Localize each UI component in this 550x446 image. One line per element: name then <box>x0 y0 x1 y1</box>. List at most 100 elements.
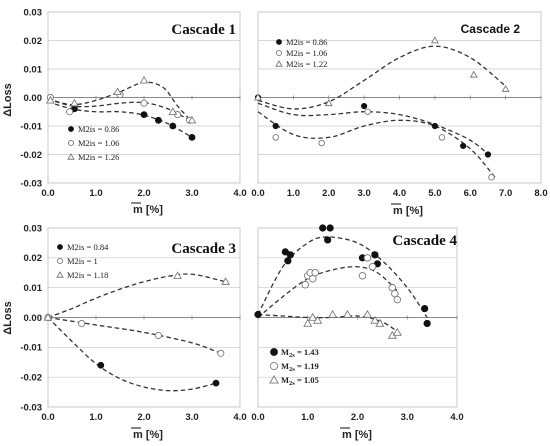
x-tick-label: 0.0 <box>41 412 54 423</box>
data-point <box>342 309 353 318</box>
x-tick-label: 6.0 <box>464 188 477 199</box>
series-trend-line <box>257 236 428 318</box>
x-axis-label: m [%] <box>133 204 163 216</box>
series-trend-line <box>47 273 226 319</box>
data-point <box>460 142 467 150</box>
data-point <box>97 361 105 369</box>
data-point <box>303 318 313 327</box>
data-point <box>272 134 279 141</box>
data-point <box>272 122 279 130</box>
data-point <box>78 319 86 328</box>
x-tick-label: 4.0 <box>450 412 463 423</box>
data-point <box>375 318 385 327</box>
legend-marker <box>56 257 64 265</box>
data-point <box>364 108 371 115</box>
y-tick-label: 0.00 <box>24 313 43 324</box>
x-tick-label: 3.0 <box>401 412 414 423</box>
data-point <box>46 95 55 104</box>
x-axis-label: m [%] <box>342 429 372 441</box>
y-tick-label: -0.02 <box>20 372 42 383</box>
y-tick-label: 0.03 <box>24 7 43 18</box>
chart-panel-3: 0.03 0.02 0.01 0.00 -0.01 -0.02 -0.030.0 1.0 2.0… <box>2 223 247 441</box>
y-tick-label: -0.01 <box>20 121 42 132</box>
data-point <box>326 224 334 232</box>
data-point <box>173 271 182 279</box>
series-trend-line <box>257 45 507 110</box>
legend-marker <box>276 39 282 45</box>
data-point <box>324 99 333 107</box>
x-tick-label: 2.0 <box>137 188 150 199</box>
legend-marker <box>68 126 74 132</box>
data-point <box>393 295 402 304</box>
chart-panel-2: 0.0 1.0 2.0 3.0 4.0 5.0 6.0 7.0 8.0 m [%] Cascade … <box>251 11 548 217</box>
data-point <box>169 122 177 130</box>
series-trend-line <box>257 313 403 336</box>
y-tick-label: -0.01 <box>20 343 42 354</box>
legend-label: M2is = 1 <box>67 256 98 266</box>
y-tick-label: 0.01 <box>24 64 43 75</box>
data-point <box>484 151 492 158</box>
data-point <box>423 319 431 328</box>
data-point <box>438 134 446 141</box>
legend-label: M2is = 1.18 <box>67 270 108 280</box>
data-point <box>187 115 197 124</box>
data-point <box>371 251 379 259</box>
x-tick-label: 8.0 <box>534 188 547 199</box>
chart-title: Cascade 2 <box>461 22 521 36</box>
data-point <box>217 349 225 357</box>
y-axis-label: ΔLoss <box>2 301 14 335</box>
y-tick-label: 0.02 <box>24 36 43 47</box>
data-point <box>70 98 79 107</box>
data-point <box>139 75 149 84</box>
x-tick-label: 1.0 <box>89 412 102 423</box>
x-tick-label: 2.0 <box>351 412 364 423</box>
data-point <box>469 70 478 78</box>
data-point <box>421 304 429 313</box>
y-tick-label: -0.02 <box>20 150 42 161</box>
data-point <box>488 174 495 181</box>
legend-marker <box>67 139 75 147</box>
series-trend-line <box>47 81 193 123</box>
x-axis-label: m [%] <box>393 205 423 217</box>
series-trend-line <box>47 317 217 392</box>
data-point <box>254 93 262 101</box>
data-point <box>362 309 373 318</box>
series-trend-line <box>47 316 222 354</box>
x-tick-label: 3.0 <box>358 188 371 199</box>
data-point <box>113 87 122 95</box>
data-point <box>313 315 323 324</box>
data-point <box>154 116 162 124</box>
data-point <box>168 107 178 115</box>
y-tick-label: 0.02 <box>24 253 43 264</box>
y-tick-label: 0.00 <box>24 93 43 104</box>
data-point <box>501 84 510 92</box>
y-tick-label: 0.01 <box>24 283 43 294</box>
legend-marker <box>57 244 63 250</box>
series-trend-line <box>257 111 496 178</box>
y-tick-label: -0.03 <box>20 402 42 413</box>
data-point <box>361 102 368 110</box>
legend-marker <box>56 271 64 278</box>
series-trend-line <box>257 266 398 318</box>
data-point <box>324 236 332 244</box>
x-tick-label: 1.0 <box>287 188 300 199</box>
legend-label: M2is = 0.86 <box>286 37 327 47</box>
x-axis-label: m [%] <box>133 429 163 441</box>
legend: M2is = 0.84 M2is = 1 M2is = 1.18 <box>56 242 109 280</box>
data-point <box>43 313 53 321</box>
legend-label: M2s = 1.05 <box>281 375 319 387</box>
legend-marker <box>269 361 279 371</box>
data-point <box>370 315 380 324</box>
legend-marker <box>270 348 278 356</box>
x-tick-label: 3.0 <box>185 412 198 423</box>
legend-marker <box>67 153 75 160</box>
x-tick-label: 0.0 <box>41 188 54 199</box>
data-point <box>66 108 74 116</box>
y-tick-label: -0.03 <box>20 178 42 189</box>
data-point <box>311 269 319 277</box>
x-tick-label: 2.0 <box>137 412 150 423</box>
legend-label: M2is = 1.22 <box>286 59 327 69</box>
data-point <box>308 312 318 321</box>
